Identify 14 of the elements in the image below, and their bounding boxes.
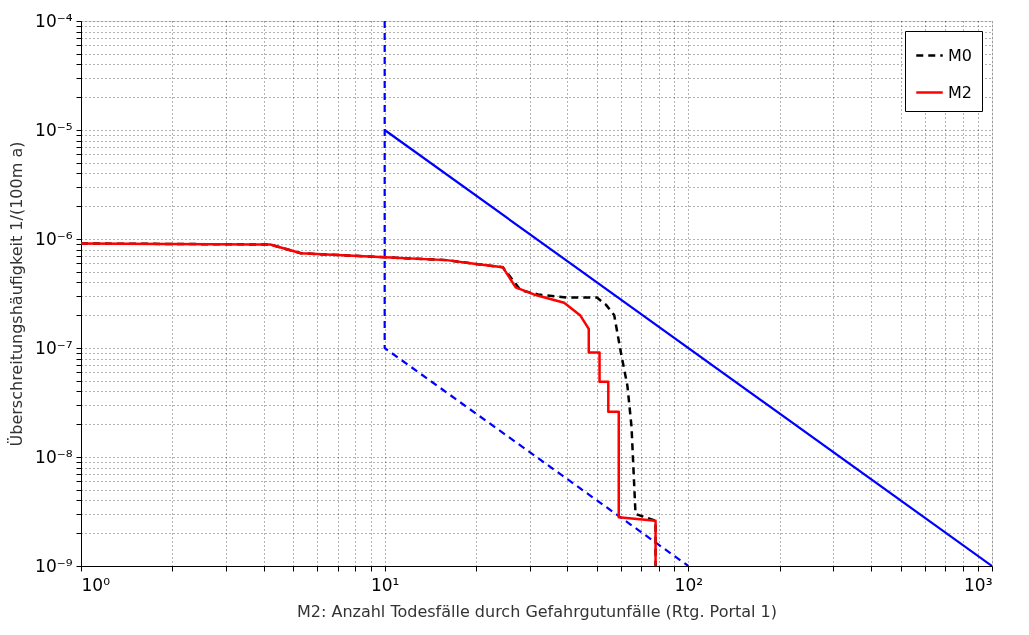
legend-label: M2 bbox=[948, 82, 972, 102]
y-tick-label: 10⁻⁹ bbox=[35, 555, 73, 576]
x-axis-title: M2: Anzahl Todesfälle durch Gefahrgutunfälle (Rtg. Portal 1) bbox=[296, 601, 778, 621]
y-tick-label: 10⁻⁶ bbox=[35, 228, 73, 249]
x-tick-label: 10⁰ bbox=[81, 574, 111, 595]
x-tick-label: 10² bbox=[674, 574, 704, 595]
y-tick-label: 10⁻⁷ bbox=[35, 337, 73, 358]
y-tick-label: 10⁻⁸ bbox=[35, 446, 73, 467]
y-tick-label: 10⁻⁴ bbox=[35, 10, 73, 31]
x-tick-label: 10¹ bbox=[370, 574, 400, 595]
legend-label: M0 bbox=[948, 45, 972, 65]
y-tick-label: 10⁻⁵ bbox=[35, 119, 73, 140]
y-axis-title: Überschreitungshäufigkeit 1/(100m a) bbox=[7, 141, 27, 447]
x-tick-label: 10³ bbox=[964, 574, 993, 595]
